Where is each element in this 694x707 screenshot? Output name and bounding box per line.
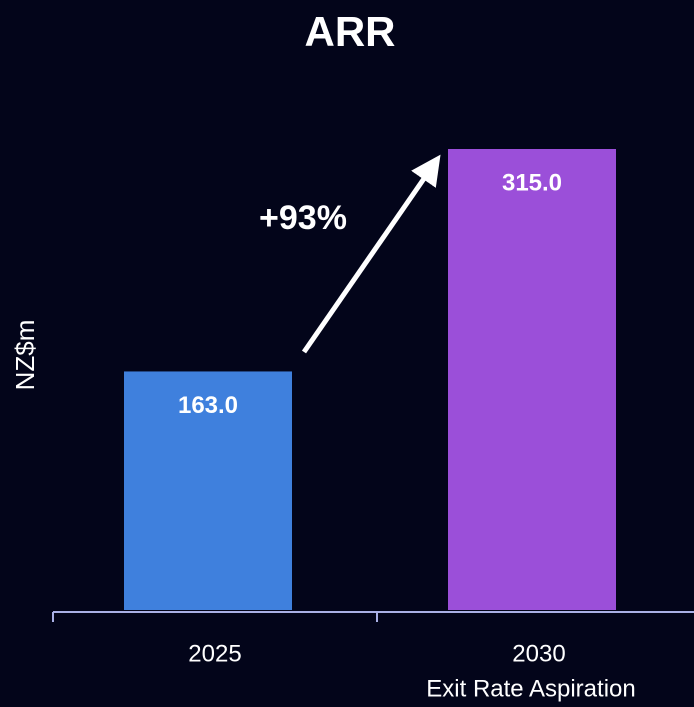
annotation: +93% bbox=[259, 199, 347, 237]
value-label: 315.0 bbox=[502, 169, 562, 196]
growth-arrow bbox=[301, 154, 441, 354]
y-axis-label: NZ$m bbox=[10, 320, 40, 391]
x-tick-label: 2030 bbox=[512, 640, 565, 667]
value-label: 163.0 bbox=[178, 392, 238, 419]
bar bbox=[448, 149, 616, 610]
x-tick-label: 2025 bbox=[188, 640, 241, 667]
x-tick-sublabel: Exit Rate Aspiration bbox=[426, 675, 635, 702]
chart-title: ARR bbox=[305, 8, 396, 55]
bar bbox=[124, 371, 292, 610]
